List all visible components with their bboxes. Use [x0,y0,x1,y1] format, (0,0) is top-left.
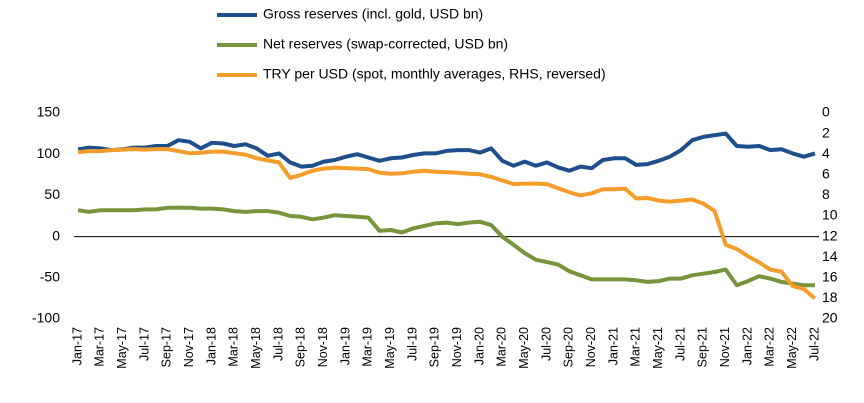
legend-label: Gross reserves (incl. gold, USD bn) [263,6,483,22]
x-tick-label: Sep-19 [428,327,442,367]
x-tick-label: May-21 [651,327,665,369]
x-tick-label: Sep-18 [294,327,308,367]
x-tick-label: Jul-22 [807,327,821,361]
x-tick-label: Sep-20 [562,327,576,367]
y2-tick-label: 18 [822,289,838,305]
x-tick-label: Jan-20 [472,327,486,365]
legend-label: Net reserves (swap-corrected, USD bn) [263,36,508,52]
y-tick-label: 150 [37,104,61,120]
x-tick-label: Mar-22 [763,327,777,367]
y2-tick-label: 6 [822,166,830,182]
y2-tick-label: 0 [822,104,830,120]
series-line [77,205,815,288]
x-tick-label: Nov-18 [316,327,330,367]
x-tick-label: Jul-17 [137,327,151,361]
x-tick-label: Jul-19 [405,327,419,361]
y-tick-label: -100 [32,310,60,326]
x-tick-label: Nov-20 [584,327,598,367]
x-tick-label: Mar-20 [495,327,509,367]
y2-tick-label: 20 [822,310,838,326]
x-tick-label: Jan-21 [606,327,620,365]
x-tick-label: Mar-17 [93,327,107,367]
x-tick-label: Jul-18 [271,327,285,361]
y2-tick-label: 16 [822,269,838,285]
legend-label: TRY per USD (spot, monthly averages, RHS… [263,66,606,82]
x-tick-label: Jul-21 [673,327,687,361]
y2-tick-label: 12 [822,227,838,243]
x-tick-label: May-17 [115,327,129,369]
x-tick-label: Jan-17 [70,327,84,365]
y2-tick-label: 8 [822,186,830,202]
x-tick-label: May-19 [383,327,397,369]
x-tick-label: Jan-22 [740,327,754,365]
x-tick-label: Mar-21 [629,327,643,367]
x-tick-label: Mar-19 [361,327,375,367]
x-tick-label: Sep-17 [160,327,174,367]
x-tick-label: Sep-21 [696,327,710,367]
y2-tick-label: 4 [822,145,830,161]
x-tick-label: Nov-21 [718,327,732,367]
x-tick-label: May-18 [249,327,263,369]
y-tick-label: 0 [52,227,60,243]
y-tick-label: -50 [40,269,60,285]
x-tick-label: Jan-19 [338,327,352,365]
y2-tick-label: 14 [822,248,838,264]
y-tick-label: 50 [44,186,60,202]
x-tick-label: Nov-17 [182,327,196,367]
x-tick-label: Nov-19 [450,327,464,367]
x-tick-label: Jul-20 [539,327,553,361]
x-tick-label: Mar-18 [227,327,241,367]
y2-tick-label: 2 [822,124,830,140]
x-tick-label: May-20 [517,327,531,369]
y-tick-label: 100 [37,145,61,161]
y2-tick-label: 10 [822,207,838,223]
series-line [77,147,817,300]
series-line [77,131,816,173]
x-tick-label: Jan-18 [204,327,218,365]
x-tick-label: May-22 [785,327,799,369]
